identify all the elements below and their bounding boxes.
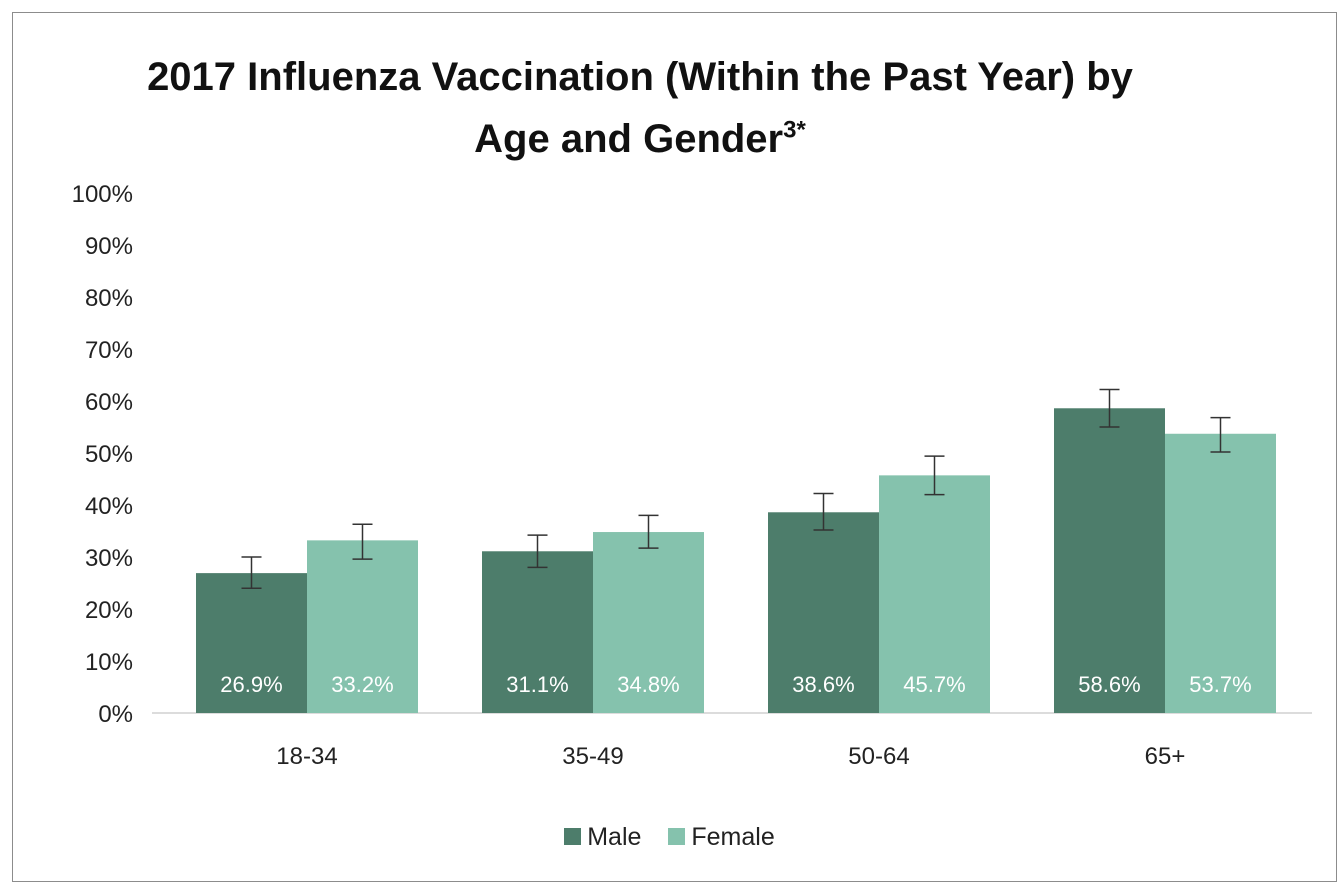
chart-title-superscript: 3* bbox=[783, 116, 806, 144]
legend-swatch-male bbox=[564, 827, 582, 845]
bar-male-18-34 bbox=[196, 573, 307, 713]
data-label: 45.7% bbox=[903, 672, 965, 697]
bar-male-65+ bbox=[1054, 408, 1165, 713]
data-label: 33.2% bbox=[331, 672, 393, 697]
x-tick-label: 50-64 bbox=[848, 743, 909, 770]
bar-female-35-49 bbox=[593, 532, 704, 713]
x-tick-label: 65+ bbox=[1145, 743, 1186, 770]
y-tick-label: 0% bbox=[98, 701, 133, 728]
data-label: 34.8% bbox=[617, 672, 679, 697]
y-tick-label: 80% bbox=[85, 285, 133, 312]
bar-male-35-49 bbox=[482, 551, 593, 713]
y-tick-label: 30% bbox=[85, 545, 133, 572]
data-label: 53.7% bbox=[1189, 672, 1251, 697]
y-tick-label: 90% bbox=[85, 233, 133, 260]
legend: Male Female bbox=[0, 822, 1339, 852]
y-tick-label: 100% bbox=[72, 181, 133, 208]
legend-label-male: Male bbox=[587, 822, 642, 851]
legend-item-male: Male bbox=[564, 823, 641, 852]
data-label: 38.6% bbox=[792, 672, 854, 697]
bar-female-65+ bbox=[1165, 433, 1276, 713]
legend-swatch-female bbox=[668, 827, 686, 845]
y-tick-label: 70% bbox=[85, 337, 133, 364]
x-tick-label: 18-34 bbox=[276, 743, 337, 770]
chart-title: 2017 Influenza Vaccination (Within the P… bbox=[140, 46, 1140, 170]
data-label: 58.6% bbox=[1078, 672, 1140, 697]
legend-label-female: Female bbox=[691, 822, 775, 851]
chart-title-text: 2017 Influenza Vaccination (Within the P… bbox=[147, 55, 1133, 161]
bar-female-18-34 bbox=[307, 540, 418, 713]
data-label: 31.1% bbox=[506, 672, 568, 697]
data-label: 26.9% bbox=[220, 672, 282, 697]
x-tick-label: 35-49 bbox=[562, 743, 623, 770]
y-tick-label: 50% bbox=[85, 441, 133, 468]
bar-female-50-64 bbox=[879, 475, 990, 713]
y-tick-label: 40% bbox=[85, 493, 133, 520]
y-tick-label: 20% bbox=[85, 597, 133, 624]
bar-male-50-64 bbox=[768, 512, 879, 713]
legend-item-female: Female bbox=[668, 822, 775, 852]
y-tick-label: 60% bbox=[85, 389, 133, 416]
y-tick-label: 10% bbox=[85, 649, 133, 676]
